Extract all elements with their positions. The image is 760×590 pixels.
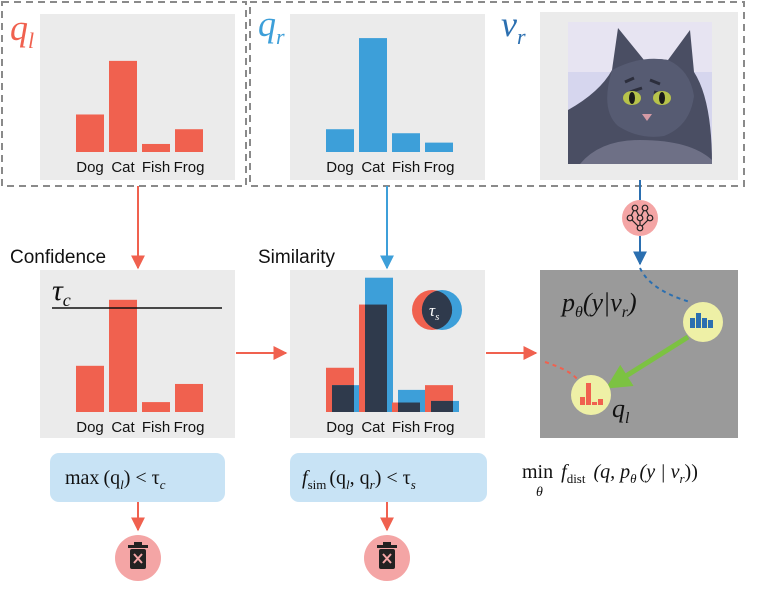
qr-vr-frame [249,1,745,187]
category-label: Frog [424,419,455,436]
category-label: Cat [111,159,135,176]
trash-icon [115,535,161,581]
category-label: Fish [142,159,170,176]
ql-small-label: ql [612,394,630,427]
confidence-title: Confidence [10,247,106,268]
bar [142,143,170,152]
bar-overlap [431,400,453,412]
category-label: Frog [424,159,455,176]
bar [76,365,104,412]
similarity-condition-box [290,453,487,502]
bar-overlap [365,304,387,412]
category-label: Dog [76,159,104,176]
bar [326,129,354,152]
trash-icon [364,535,410,581]
category-label: Fish [392,159,420,176]
tau-s-badge: τs [412,290,462,330]
bar [76,114,104,152]
vr-label: vr [501,4,526,49]
bar [109,299,137,412]
tau-c-label: τc [52,274,71,310]
model-prediction-panel [540,270,738,438]
bar [109,60,137,152]
bar [392,133,420,152]
ql-bars: Dog Cat Fish Frog [76,60,205,176]
similarity-title: Similarity [258,247,336,268]
category-label: Frog [174,419,205,436]
ql-frame [1,1,247,187]
bar [175,383,203,412]
p-theta-label: pθ(y|vr) [560,288,637,321]
similarity-condition: fsim (ql, qr) < τs [302,467,416,492]
category-label: Cat [111,419,135,436]
bar-overlap [398,402,420,412]
cat-image [568,22,712,164]
category-label: Dog [76,419,104,436]
objective-min-subscript: θ [536,485,543,500]
dashed-link-red [544,361,579,381]
qr-chart-panel [290,14,485,180]
qr-bars: Dog Cat Fish Frog [326,38,454,176]
bar [142,402,170,412]
similarity-bars: Dog Cat Fish Frog [326,277,459,436]
category-label: Fish [392,419,420,436]
svg-text:τs: τs [429,301,439,323]
category-label: Frog [174,159,205,176]
confidence-condition: max (ql) < τc [65,467,166,492]
objective-formula: min fdist (q, pθ (y | vr)) [522,461,698,486]
bar [359,38,387,152]
confidence-bars: Dog Cat Fish Frog [76,299,205,436]
prediction-bubble [683,302,723,342]
dashed-link-blue [639,267,691,303]
pseudo-label-bubble [571,375,611,415]
bar-overlap [332,385,354,412]
category-label: Dog [326,159,354,176]
category-label: Dog [326,419,354,436]
category-label: Fish [142,419,170,436]
green-distillation-arrow [605,334,690,389]
qr-label: qr [258,4,285,49]
ql-label: ql [10,8,34,53]
confidence-condition-box [50,453,225,502]
category-label: Cat [361,419,385,436]
ql-chart-panel [40,14,235,180]
network-icon [622,200,658,236]
bar [425,142,453,152]
bar [175,129,203,152]
category-label: Cat [361,159,385,176]
